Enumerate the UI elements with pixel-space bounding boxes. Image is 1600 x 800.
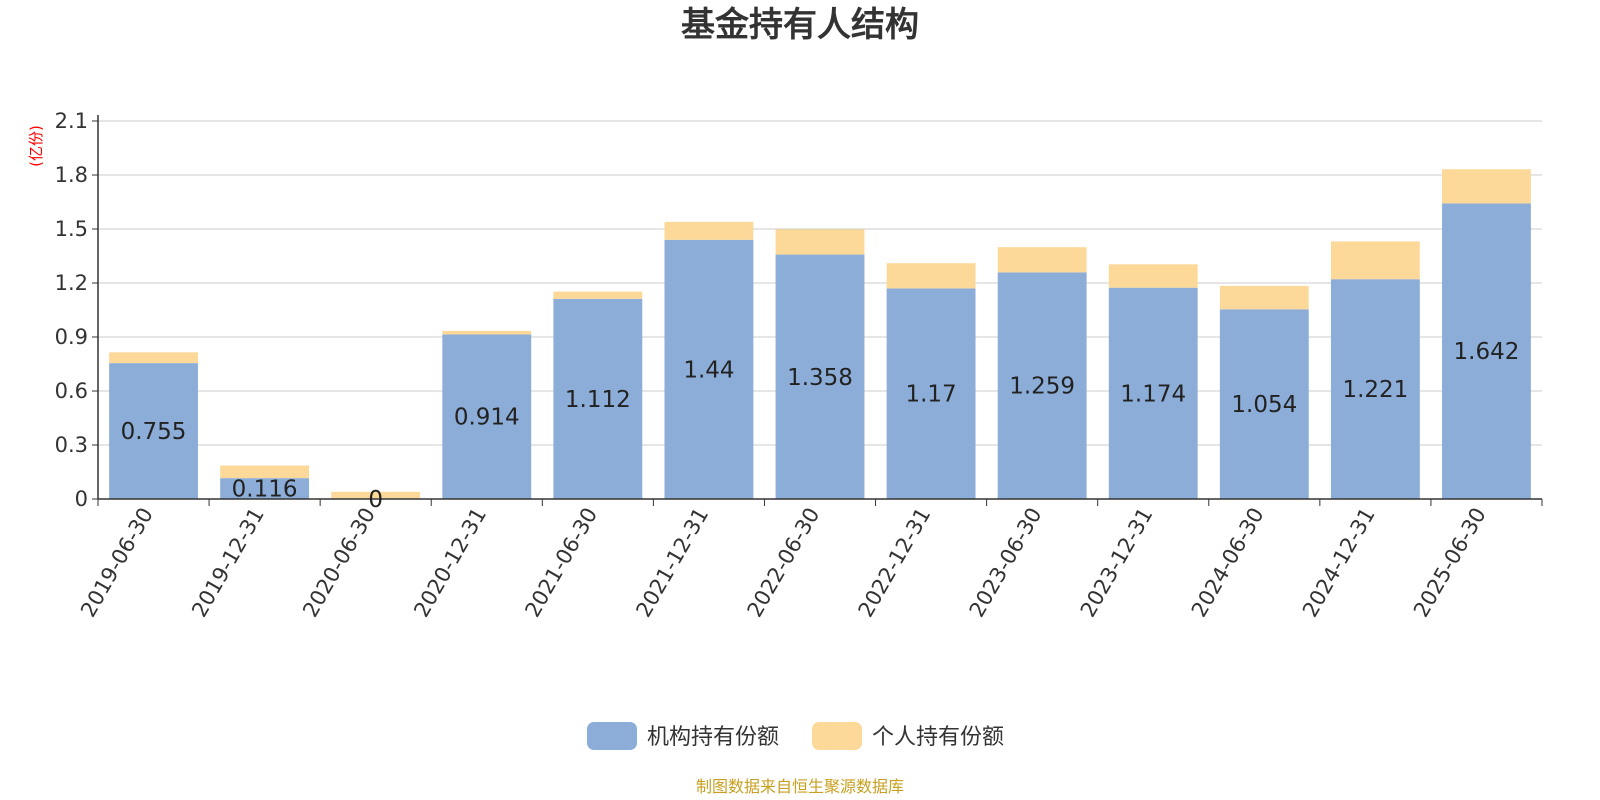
y-tick-label: 1.2	[55, 271, 88, 295]
y-tick-label: 1.5	[55, 217, 88, 241]
bar-institution	[1108, 287, 1198, 499]
y-tick-label: 0.9	[55, 325, 88, 349]
data-label: 1.221	[1342, 377, 1408, 403]
axes	[92, 115, 1543, 506]
bar-individual	[1330, 241, 1420, 280]
x-tick-label: 2019-12-31	[187, 504, 269, 622]
x-tick-label: 2019-06-30	[76, 504, 158, 622]
y-tick-label: 1.8	[55, 163, 88, 187]
legend: 机构持有份额 个人持有份额	[587, 722, 1004, 750]
source-note: 制图数据来自恒生聚源数据库	[696, 777, 904, 796]
data-label: 1.259	[1009, 374, 1075, 400]
legend-label: 个人持有份额	[872, 725, 1004, 750]
x-tick-label: 2020-06-30	[298, 504, 380, 622]
data-label: 1.642	[1454, 339, 1520, 365]
bar-individual	[1219, 285, 1309, 310]
bar-institution	[664, 239, 754, 500]
bar-institution	[442, 334, 532, 499]
bar-individual	[442, 330, 532, 335]
data-label: 1.17	[905, 382, 956, 408]
legend-swatch	[587, 722, 637, 750]
data-label: 0.116	[232, 477, 298, 503]
bar-individual	[664, 221, 754, 240]
bar-individual	[886, 263, 976, 289]
bar-individual	[997, 247, 1087, 273]
bar-institution	[997, 272, 1087, 499]
bar-institution	[553, 298, 643, 499]
x-tick-label: 2024-12-31	[1298, 504, 1380, 622]
x-tick-label: 2022-12-31	[854, 504, 936, 622]
data-label: 1.054	[1231, 392, 1297, 418]
x-tick-label: 2023-12-31	[1076, 504, 1158, 622]
bar-institution	[775, 254, 865, 499]
bar-individual	[1108, 264, 1198, 288]
legend-swatch	[812, 722, 862, 750]
legend-label: 机构持有份额	[647, 725, 779, 750]
x-tick-label: 2024-06-30	[1187, 504, 1269, 622]
data-label: 1.44	[683, 357, 734, 383]
y-tick-label: 0.6	[55, 379, 88, 403]
x-tick-label: 2020-12-31	[409, 504, 491, 622]
bar-individual	[331, 491, 421, 499]
data-label: 0	[368, 487, 383, 513]
x-tick-labels: 2019-06-30 2019-12-31 2020-06-30 2020-12-31…	[76, 504, 1491, 622]
bar-institution	[109, 363, 198, 499]
data-label: 0.914	[454, 405, 520, 431]
x-tick-label: 2022-06-30	[743, 504, 825, 622]
y-unit-label: (亿份)	[27, 125, 45, 167]
x-tick-label: 2025-06-30	[1409, 504, 1491, 622]
bar-institution	[886, 288, 976, 499]
y-tick-label: 0.3	[55, 433, 88, 457]
x-tick-label: 2021-12-31	[631, 504, 713, 622]
chart-title: 基金持有人结构	[681, 5, 919, 45]
bar-institution	[1442, 203, 1531, 499]
bar-individual	[220, 465, 310, 479]
bar-individual	[775, 229, 865, 255]
bar-individual	[1442, 169, 1531, 204]
data-label: 0.755	[121, 419, 187, 445]
bar-individual	[109, 352, 198, 364]
x-tick-label: 2023-06-30	[965, 504, 1047, 622]
y-tick-label: 2.1	[55, 109, 88, 133]
bars	[109, 169, 1531, 500]
y-tick-labels: 0 0.3 0.6 0.9 1.2 1.5 1.8 2.1	[55, 109, 88, 511]
data-label: 1.358	[787, 365, 853, 391]
data-label: 1.174	[1120, 381, 1186, 407]
bar-institution	[1219, 309, 1309, 499]
data-label: 1.112	[565, 387, 631, 413]
bar-institution	[1330, 279, 1420, 499]
bar-institution	[220, 478, 310, 499]
x-tick-label: 2021-06-30	[520, 504, 602, 622]
y-tick-label: 0	[75, 487, 88, 511]
data-labels: 0.755 0.116 0 0.914 1.112 1.44 1.358 1.17 1.259 1…	[121, 339, 1520, 513]
bar-individual	[553, 291, 643, 299]
